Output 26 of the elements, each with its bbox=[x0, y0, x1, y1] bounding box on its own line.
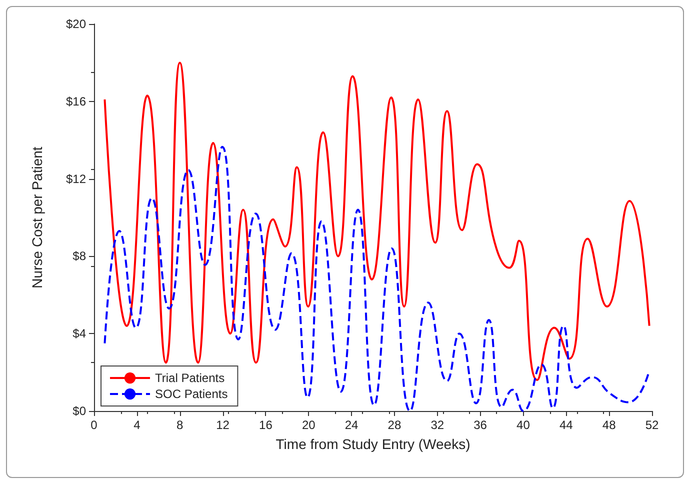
x-tick-label: 28 bbox=[388, 418, 402, 432]
legend-label: Trial Patients bbox=[155, 371, 225, 385]
line-series bbox=[104, 146, 650, 412]
x-tick-label: 8 bbox=[176, 418, 184, 432]
y-tick-label: $0 bbox=[72, 404, 86, 418]
x-tick-label: 44 bbox=[559, 418, 574, 432]
y-axis-title: Nurse Cost per Patient bbox=[29, 146, 45, 288]
x-tick-label: 4 bbox=[134, 418, 141, 432]
x-tick-label: 24 bbox=[344, 418, 359, 432]
x-tick-label: 40 bbox=[516, 418, 530, 432]
y-tick-label: $16 bbox=[66, 94, 86, 108]
line-series bbox=[104, 62, 650, 382]
x-tick-label: 20 bbox=[302, 418, 316, 432]
x-tick-label: 0 bbox=[90, 418, 98, 432]
legend-label: SOC Patients bbox=[155, 387, 228, 401]
x-tick-label: 32 bbox=[430, 418, 444, 432]
x-tick-label: 16 bbox=[259, 418, 273, 432]
y-tick-label: $20 bbox=[66, 17, 86, 31]
x-tick-label: 12 bbox=[216, 418, 230, 432]
y-tick-label: $4 bbox=[72, 326, 86, 341]
y-tick-label: $12 bbox=[66, 172, 86, 186]
x-tick-label: 48 bbox=[602, 418, 616, 432]
x-axis-title: Time from Study Entry (Weeks) bbox=[276, 436, 470, 452]
x-tick-label: 36 bbox=[474, 418, 488, 432]
y-tick-label: $8 bbox=[72, 249, 86, 264]
x-tick-label: 52 bbox=[645, 418, 659, 432]
